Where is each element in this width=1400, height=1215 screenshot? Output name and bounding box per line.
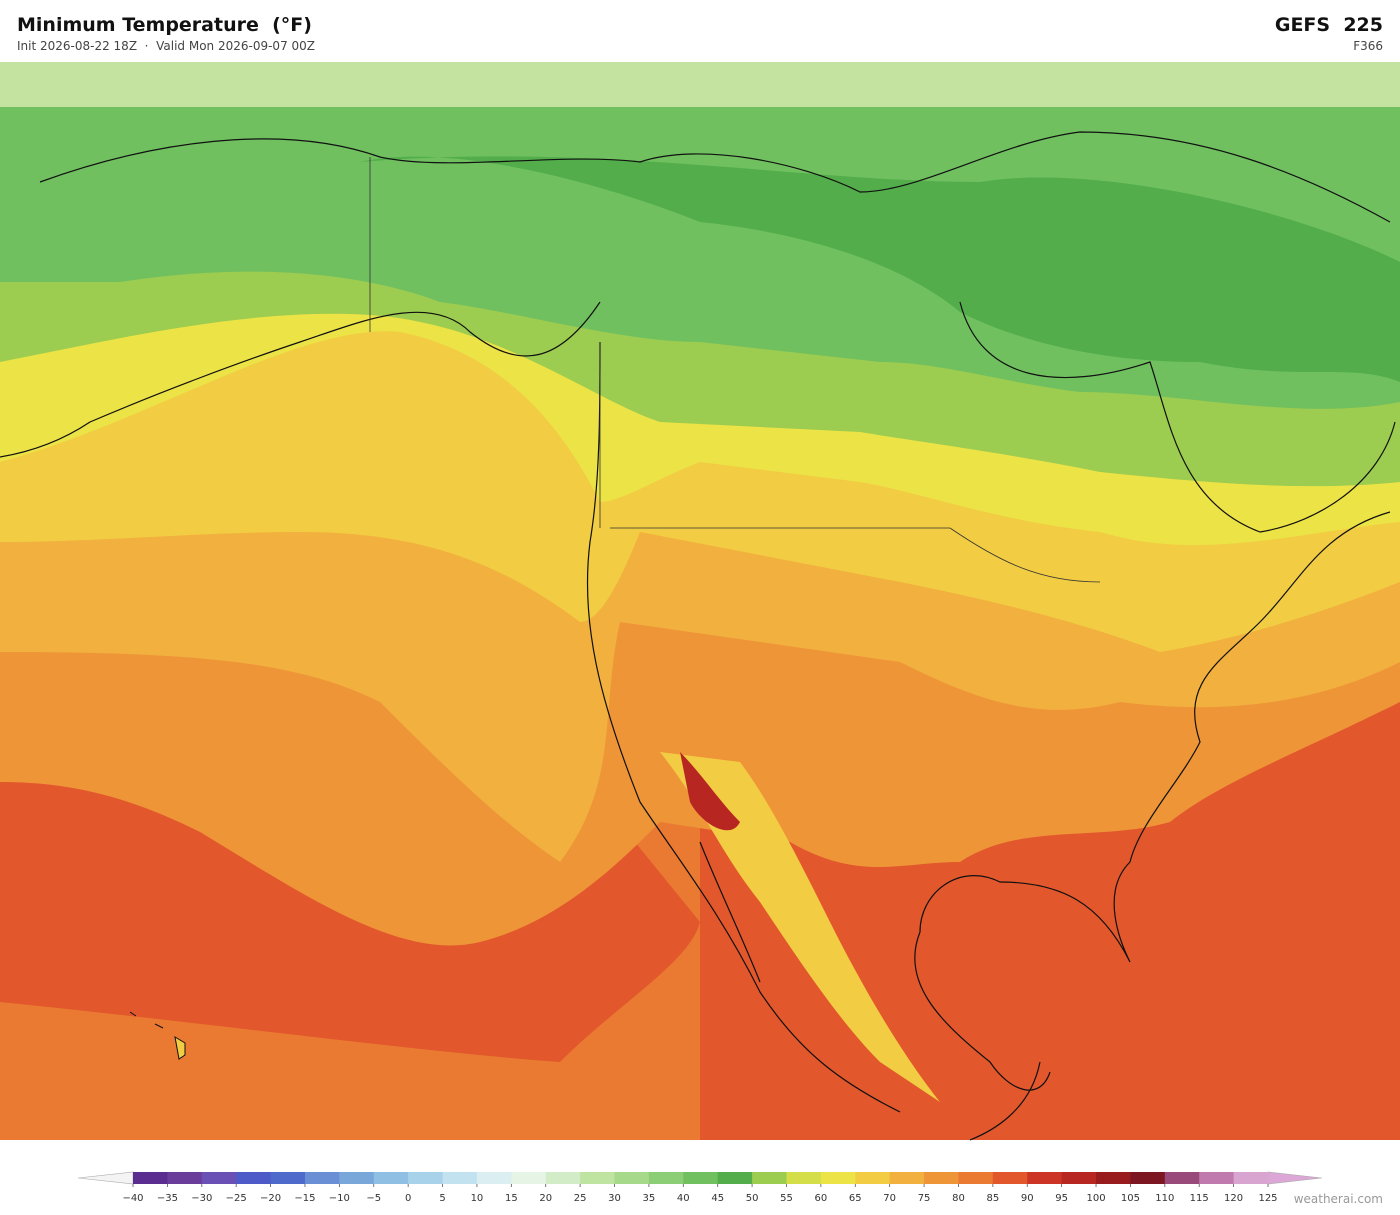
colorbar-segment	[442, 1172, 478, 1184]
colorbar-tick-label: −25	[226, 1193, 247, 1204]
colorbar-tick-label: 50	[746, 1193, 759, 1204]
colorbar-tick-label: −30	[191, 1193, 212, 1204]
colorbar-over	[1267, 1171, 1323, 1185]
colorbar-segment	[752, 1172, 787, 1184]
colorbar-segment	[717, 1172, 753, 1184]
colorbar-segment	[236, 1172, 272, 1184]
colorbar-tick-label: 65	[849, 1193, 862, 1204]
colorbar-tick-label: 20	[539, 1193, 552, 1204]
colorbar-segment	[1164, 1172, 1200, 1184]
colorbar-tick-label: 40	[677, 1193, 690, 1204]
colorbar-segment	[683, 1172, 719, 1184]
colorbar-segment	[1233, 1172, 1269, 1184]
colorbar-segment	[958, 1172, 994, 1184]
colorbar-segment	[924, 1172, 959, 1184]
colorbar-tick-label: 35	[643, 1193, 656, 1204]
colorbar-segment	[270, 1172, 306, 1184]
colorbar-tick-label: 85	[986, 1193, 999, 1204]
map-subtitle: Init 2026-08-22 18Z · Valid Mon 2026-09-…	[17, 39, 316, 53]
colorbar-segment	[1199, 1172, 1235, 1184]
colorbar-segment	[304, 1172, 340, 1184]
colorbar-segment	[511, 1172, 547, 1184]
colorbar-tick-label: 75	[918, 1193, 931, 1204]
watermark: weatherai.com	[1293, 1192, 1383, 1206]
colorbar-tick-label: 45	[711, 1193, 724, 1204]
colorbar-tick-label: −10	[329, 1193, 350, 1204]
field-band	[0, 62, 1400, 107]
map	[0, 62, 1400, 1141]
colorbar-segment	[408, 1172, 444, 1184]
colorbar-tick-label: 0	[405, 1193, 411, 1204]
colorbar-tick-label: 100	[1086, 1193, 1105, 1204]
border	[369, 157, 1101, 583]
colorbar-tick-label: −5	[366, 1193, 381, 1204]
colorbar-tick-label: 125	[1258, 1193, 1277, 1204]
field-band	[680, 752, 740, 831]
colorbar-tick-label: −35	[157, 1193, 178, 1204]
colorbar-tick-label: 110	[1155, 1193, 1174, 1204]
colorbar-tick-label: 70	[883, 1193, 896, 1204]
colorbar-tick-label: 115	[1190, 1193, 1209, 1204]
colorbar-segment	[1130, 1172, 1166, 1184]
colorbar-tick-label: −20	[260, 1193, 281, 1204]
colorbar-segment	[373, 1172, 409, 1184]
colorbar-tick-label: 10	[471, 1193, 484, 1204]
colorbar-tick-label: 15	[505, 1193, 518, 1204]
colorbar-tick-label: 120	[1224, 1193, 1243, 1204]
colorbar-tick-label: 80	[952, 1193, 965, 1204]
colorbar-segment	[1061, 1172, 1097, 1184]
colorbar-tick-label: −40	[122, 1193, 143, 1204]
colorbar-segment	[545, 1172, 581, 1184]
colorbar-segment	[167, 1172, 203, 1184]
field-band	[660, 752, 940, 1102]
colorbar-tick-label: 25	[574, 1193, 587, 1204]
colorbar-segment	[339, 1172, 375, 1184]
coastline	[0, 131, 1396, 1141]
colorbar-segment	[855, 1172, 891, 1184]
colorbar-segment	[648, 1172, 684, 1184]
colorbar-segment	[476, 1172, 512, 1184]
colorbar-tick-label: 90	[1021, 1193, 1034, 1204]
colorbar-under	[77, 1171, 134, 1185]
colorbar-segment	[786, 1172, 822, 1184]
colorbar-tick-label: 95	[1055, 1193, 1068, 1204]
colorbar-segment	[201, 1172, 237, 1184]
colorbar-tick-label: 55	[780, 1193, 793, 1204]
hawaii	[129, 1011, 186, 1060]
field-band	[360, 156, 1400, 382]
model-label: GEFS 225	[1274, 14, 1383, 36]
colorbar-tick-label: 5	[439, 1193, 445, 1204]
colorbar-tick-label: 105	[1121, 1193, 1140, 1204]
colorbar-segment	[580, 1172, 616, 1184]
colorbar-segment	[614, 1172, 650, 1184]
colorbar-segment	[1096, 1172, 1131, 1184]
map-title: Minimum Temperature (°F)	[17, 14, 312, 36]
forecast-hour: F366	[1353, 39, 1383, 53]
colorbar-segment	[889, 1172, 925, 1184]
colorbar-segment	[820, 1172, 856, 1184]
colorbar-segment	[133, 1172, 168, 1184]
colorbar-segment	[992, 1172, 1028, 1184]
colorbar: −40 −35 −30 −25 −20 −15 −10 −5 0 5 10 15 20 25 30 35 40 4…	[77, 1171, 1323, 1204]
colorbar-tick-label: 30	[608, 1193, 621, 1204]
colorbar-tick-label: 60	[815, 1193, 828, 1204]
colorbar-tick-label: −15	[294, 1193, 315, 1204]
colorbar-segment	[1027, 1172, 1063, 1184]
